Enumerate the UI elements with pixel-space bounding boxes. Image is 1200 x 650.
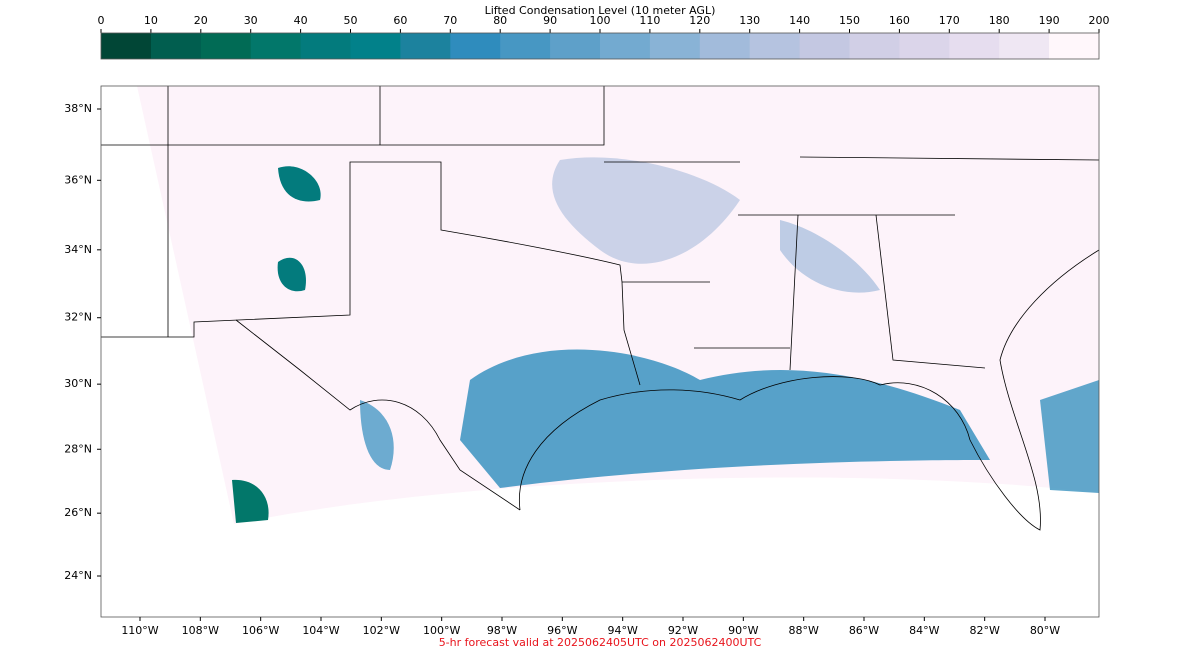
- colorbar-tick-label: 60: [393, 14, 407, 27]
- colorbar-segment: [600, 33, 651, 59]
- lon-label: 84°W: [909, 624, 939, 637]
- colorbar-frame: [100, 32, 1100, 60]
- map-frame: [100, 85, 1100, 618]
- lon-label: 96°W: [547, 624, 577, 637]
- colorbar-tick-label: 140: [789, 14, 810, 27]
- lat-label: 30°N: [64, 377, 92, 390]
- colorbar-segment: [999, 33, 1050, 59]
- colorbar-segment: [699, 33, 751, 59]
- lon-label: 90°W: [728, 624, 758, 637]
- colorbar-tick-label: 50: [344, 14, 358, 27]
- lon-label: 82°W: [969, 624, 999, 637]
- colorbar-tick-label: 70: [443, 14, 457, 27]
- colorbar-tick-label: 190: [1039, 14, 1060, 27]
- moist-area: [232, 479, 269, 523]
- colorbar-tick-label: 110: [639, 14, 660, 27]
- lon-label: 110°W: [121, 624, 158, 637]
- lon-label: 98°W: [487, 624, 517, 637]
- lon-label: 88°W: [788, 624, 818, 637]
- colorbar-segment: [250, 33, 302, 59]
- moist-area: [1040, 380, 1099, 493]
- moist-area: [460, 349, 990, 488]
- lon-label: 104°W: [302, 624, 339, 637]
- lon-label: 102°W: [363, 624, 400, 637]
- colorbar-tick-label: 160: [889, 14, 910, 27]
- colorbar-segment: [200, 33, 252, 59]
- lat-label: 34°N: [64, 243, 92, 256]
- colorbar-segment: [1049, 33, 1100, 59]
- colorbar-tick-label: 10: [144, 14, 158, 27]
- cloud-area: [780, 220, 880, 293]
- colorbar-segment: [101, 33, 152, 59]
- colorbar-segment: [749, 33, 801, 59]
- colorbar-tick-label: 100: [590, 14, 611, 27]
- colorbar-tick-label: 180: [989, 14, 1010, 27]
- lat-label: 36°N: [64, 173, 92, 186]
- axes: 38°N 36°N 34°N 32°N 30°N 28°N 26°N 24°N 110°W 108…: [64, 102, 1060, 637]
- colorbar-segment: [300, 33, 351, 59]
- colorbar-segment: [649, 33, 701, 59]
- colorbar-segment: [899, 33, 950, 59]
- colorbar-tick-label: 80: [493, 14, 507, 27]
- footer: 5-hr forecast valid at 2025062405UTC on …: [439, 636, 762, 649]
- state-borders: [101, 86, 1099, 386]
- colorbar-tick-label: 150: [839, 14, 860, 27]
- lat-label: 26°N: [64, 506, 92, 519]
- colorbar-tick-label: 130: [739, 14, 760, 27]
- colorbar-tick-label: 200: [1089, 14, 1110, 27]
- colorbar-segment: [550, 33, 601, 59]
- lon-label: 106°W: [242, 624, 279, 637]
- colorbar: 0 10 20 30 40 50 60 70 80 90 100 110 120 130 140 150 160…: [98, 14, 1110, 59]
- colorbar-segment: [799, 33, 850, 59]
- moist-area: [360, 400, 394, 470]
- colorbar-title: Lifted Condensation Level (10 meter AGL): [485, 4, 716, 17]
- colorbar-tick-label: 20: [194, 14, 208, 27]
- colorbar-tick-label: 40: [294, 14, 308, 27]
- colorbar-tick-label: 90: [543, 14, 557, 27]
- map-field: [101, 86, 1099, 531]
- colorbar-segment: [350, 33, 401, 59]
- colorbar-segment: [500, 33, 551, 59]
- colorbar-segment: [150, 33, 202, 59]
- moist-area: [278, 166, 321, 202]
- lon-label: 100°W: [423, 624, 460, 637]
- cloud-area: [552, 157, 740, 264]
- lon-label: 94°W: [607, 624, 637, 637]
- colorbar-segment: [849, 33, 900, 59]
- colorbar-segment: [949, 33, 1000, 59]
- lon-label: 86°W: [849, 624, 879, 637]
- colorbar-tick-label: 0: [98, 14, 105, 27]
- colorbar-tick-label: 170: [939, 14, 960, 27]
- colorbar-segment: [450, 33, 501, 59]
- moist-area: [277, 257, 306, 292]
- lon-label: 80°W: [1030, 624, 1060, 637]
- coastline: [518, 249, 1099, 531]
- lat-label: 32°N: [64, 311, 92, 324]
- lon-label: 92°W: [668, 624, 698, 637]
- lat-label: 28°N: [64, 442, 92, 455]
- colorbar-tick-label: 30: [244, 14, 258, 27]
- lat-label: 24°N: [64, 569, 92, 582]
- lon-label: 108°W: [182, 624, 219, 637]
- lat-label: 38°N: [64, 102, 92, 115]
- colorbar-tick-label: 120: [689, 14, 710, 27]
- border-mexico: [235, 319, 521, 511]
- colorbar-segment: [400, 33, 451, 59]
